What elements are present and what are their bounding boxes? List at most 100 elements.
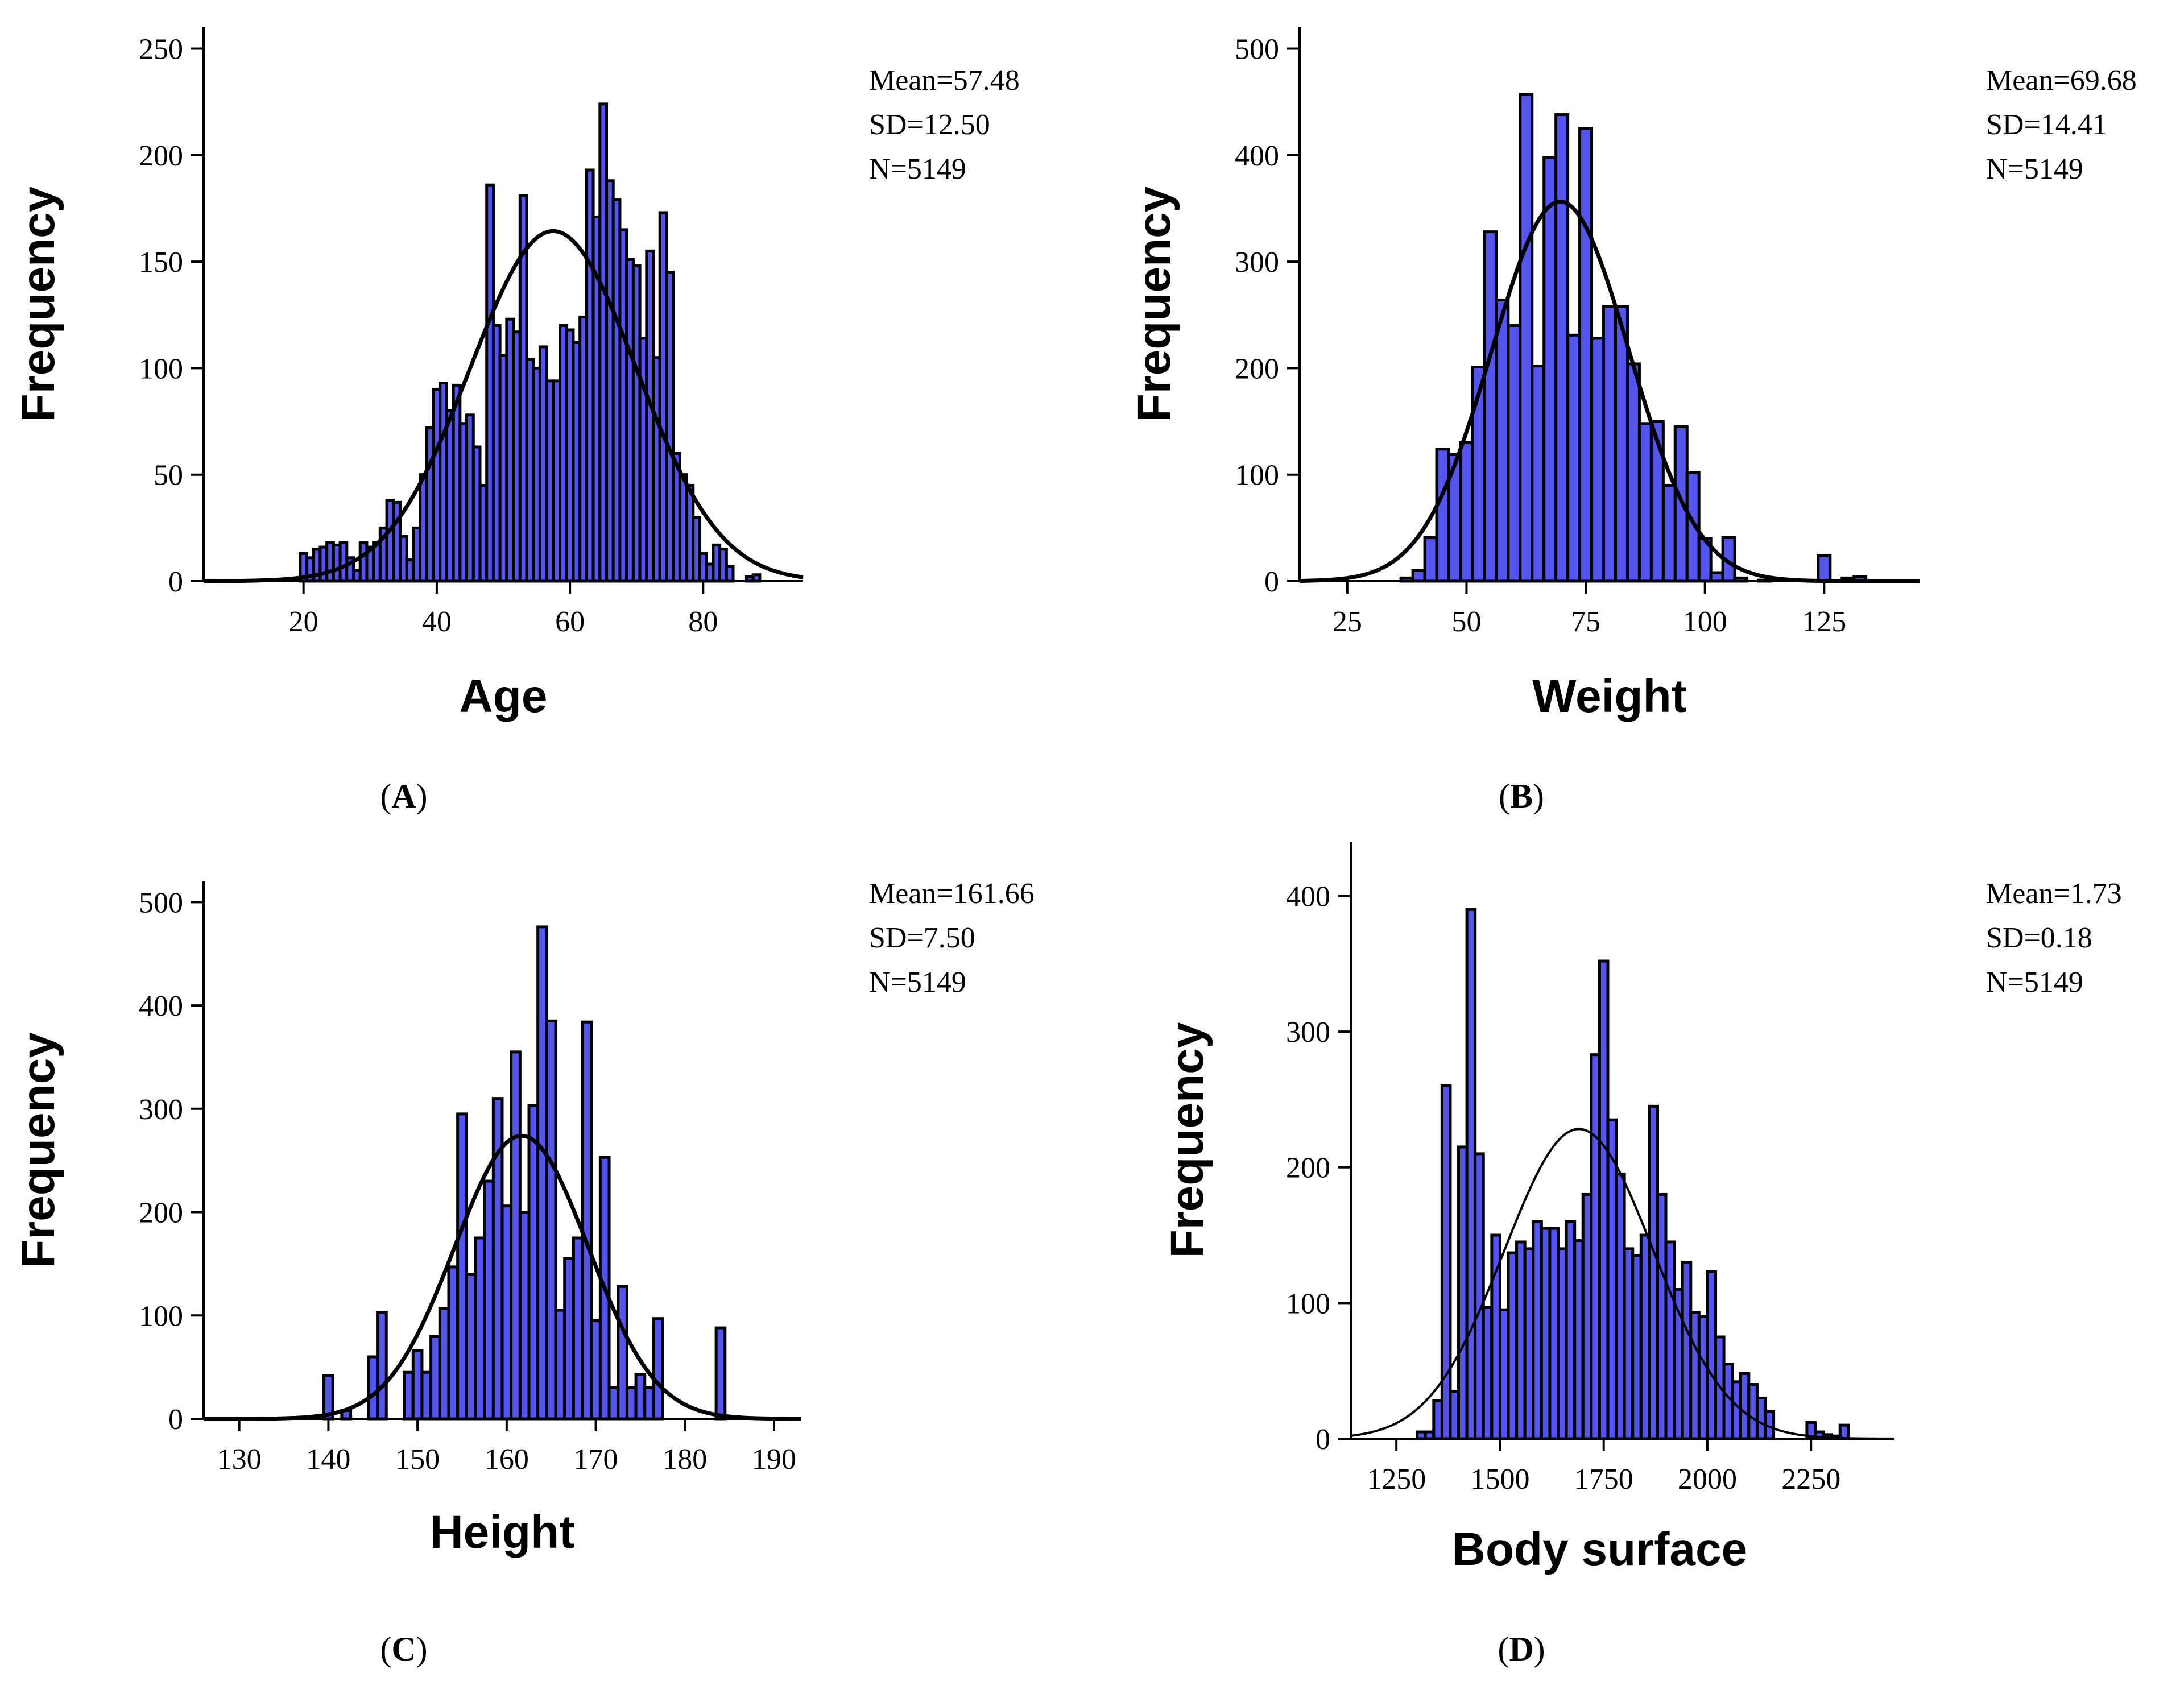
panel-label: (D) — [1498, 1630, 1545, 1668]
y-tick-label: 100 — [1235, 459, 1279, 492]
x-tick-label: 170 — [574, 1443, 618, 1476]
x-tick-label: 160 — [485, 1443, 529, 1476]
histogram-bar — [1817, 554, 1832, 583]
x-tick-label: 100 — [1683, 606, 1727, 638]
y-tick-label: 400 — [139, 990, 183, 1022]
histogram-bar — [652, 1317, 664, 1421]
y-tick-label: 500 — [139, 887, 183, 919]
y-axis-label: Frequency — [1161, 1022, 1213, 1258]
y-tick-label: 300 — [1286, 1016, 1330, 1049]
histogram-bar — [725, 565, 735, 583]
x-axis-label: Weight — [1532, 670, 1687, 722]
panel-label: (A) — [380, 777, 427, 815]
histogram-bar — [1495, 299, 1510, 583]
histogram-bar — [1519, 93, 1534, 583]
histogram-bars — [322, 925, 727, 1421]
histogram-bar — [1614, 305, 1629, 583]
y-tick-label: 150 — [139, 246, 183, 279]
y-tick-label: 500 — [1235, 33, 1279, 65]
histogram-bar — [1625, 362, 1641, 583]
histogram-bar — [1483, 230, 1498, 583]
stat-line: N=5149 — [869, 153, 966, 185]
x-tick-label: 1500 — [1470, 1463, 1529, 1496]
x-tick-label: 190 — [752, 1443, 796, 1476]
x-tick-label: 150 — [395, 1443, 440, 1476]
stat-line: Mean=57.48 — [869, 64, 1020, 97]
y-tick-label: 50 — [154, 459, 183, 492]
histogram-bar — [1411, 569, 1426, 583]
histogram-bar — [1578, 127, 1594, 583]
histogram-bar — [1531, 365, 1546, 583]
y-tick-label: 0 — [168, 1403, 183, 1436]
histogram-bars — [299, 102, 762, 583]
chart-panel-c: 0 100 200 300 400 500 130 140 150 160 170 180 190 Hei… — [13, 877, 1035, 1668]
normal-curve — [203, 229, 804, 583]
x-tick-label: 75 — [1571, 606, 1600, 638]
histogram-bar — [1507, 324, 1522, 583]
stat-line: N=5149 — [869, 966, 966, 999]
stat-line: Mean=1.73 — [1986, 877, 2122, 910]
x-tick-label: 130 — [217, 1443, 262, 1476]
chart-panel-d: 0 100 200 300 400 1250 1500 1750 2000 2250 Body su… — [1161, 842, 2122, 1668]
histogram-bar — [1542, 156, 1558, 583]
y-tick-label: 400 — [1286, 880, 1330, 913]
histogram-bar — [1602, 305, 1617, 583]
y-tick-label: 200 — [139, 1197, 183, 1229]
x-tick-label: 1250 — [1367, 1463, 1426, 1496]
y-tick-label: 100 — [139, 353, 183, 385]
histogram-bar — [1459, 441, 1474, 583]
stat-line: Mean=161.66 — [869, 877, 1035, 910]
y-tick-label: 250 — [139, 33, 183, 65]
histogram-bar — [1554, 113, 1570, 583]
stat-line: SD=7.50 — [869, 922, 975, 954]
y-axis-label: Frequency — [1128, 186, 1180, 422]
y-tick-label: 100 — [1286, 1287, 1330, 1320]
y-axis-label: Frequency — [13, 186, 64, 422]
histogram-bar — [1423, 536, 1438, 583]
stat-line: N=5149 — [1986, 153, 2083, 185]
histogram-bar — [1440, 1084, 1452, 1440]
y-tick-label: 200 — [139, 140, 183, 172]
normal-curve — [204, 1133, 801, 1421]
stat-line: SD=14.41 — [1986, 109, 2107, 141]
y-tick-label: 400 — [1235, 140, 1279, 172]
panel-label: (C) — [380, 1630, 427, 1668]
histogram-bar — [1838, 1423, 1850, 1440]
panel-label: (B) — [1499, 777, 1544, 815]
y-tick-label: 0 — [1264, 566, 1279, 598]
x-axis-label: Body surface — [1452, 1523, 1748, 1575]
x-axis-label: Age — [460, 670, 548, 722]
histogram-bar — [1590, 337, 1606, 583]
x-axis-label: Height — [429, 1506, 574, 1558]
y-tick-label: 0 — [1316, 1423, 1330, 1456]
histogram-bar — [1661, 483, 1677, 583]
histogram-bar — [1637, 422, 1653, 583]
y-tick-label: 300 — [1235, 246, 1279, 279]
x-tick-label: 50 — [1451, 606, 1481, 638]
histogram-bar — [714, 1326, 727, 1421]
histogram-bars — [1416, 908, 1850, 1440]
stat-line: SD=12.50 — [869, 109, 990, 141]
stat-line: N=5149 — [1986, 966, 2083, 999]
histogram-bar — [376, 1311, 388, 1421]
y-tick-label: 100 — [139, 1300, 183, 1332]
y-tick-label: 200 — [1286, 1152, 1330, 1185]
y-tick-label: 200 — [1235, 353, 1279, 385]
x-tick-label: 125 — [1802, 606, 1846, 638]
histogram-bar — [1435, 448, 1450, 583]
histogram-bar — [1709, 571, 1724, 583]
stat-line: Mean=69.68 — [1986, 64, 2137, 97]
y-tick-label: 300 — [139, 1094, 183, 1126]
x-tick-label: 80 — [688, 606, 718, 638]
x-tick-label: 180 — [663, 1443, 707, 1476]
chart-panel-b: 0 100 200 300 400 500 25 50 75 100 125 Weight Freque… — [1128, 27, 2137, 815]
x-tick-label: 25 — [1333, 606, 1362, 638]
x-tick-label: 140 — [306, 1443, 350, 1476]
x-tick-label: 2250 — [1781, 1463, 1840, 1496]
y-axis-label: Frequency — [13, 1032, 64, 1268]
histogram-bar — [1566, 333, 1582, 583]
normal-curve — [1350, 1128, 1895, 1440]
x-tick-label: 60 — [555, 606, 585, 638]
x-tick-label: 1750 — [1574, 1463, 1633, 1496]
